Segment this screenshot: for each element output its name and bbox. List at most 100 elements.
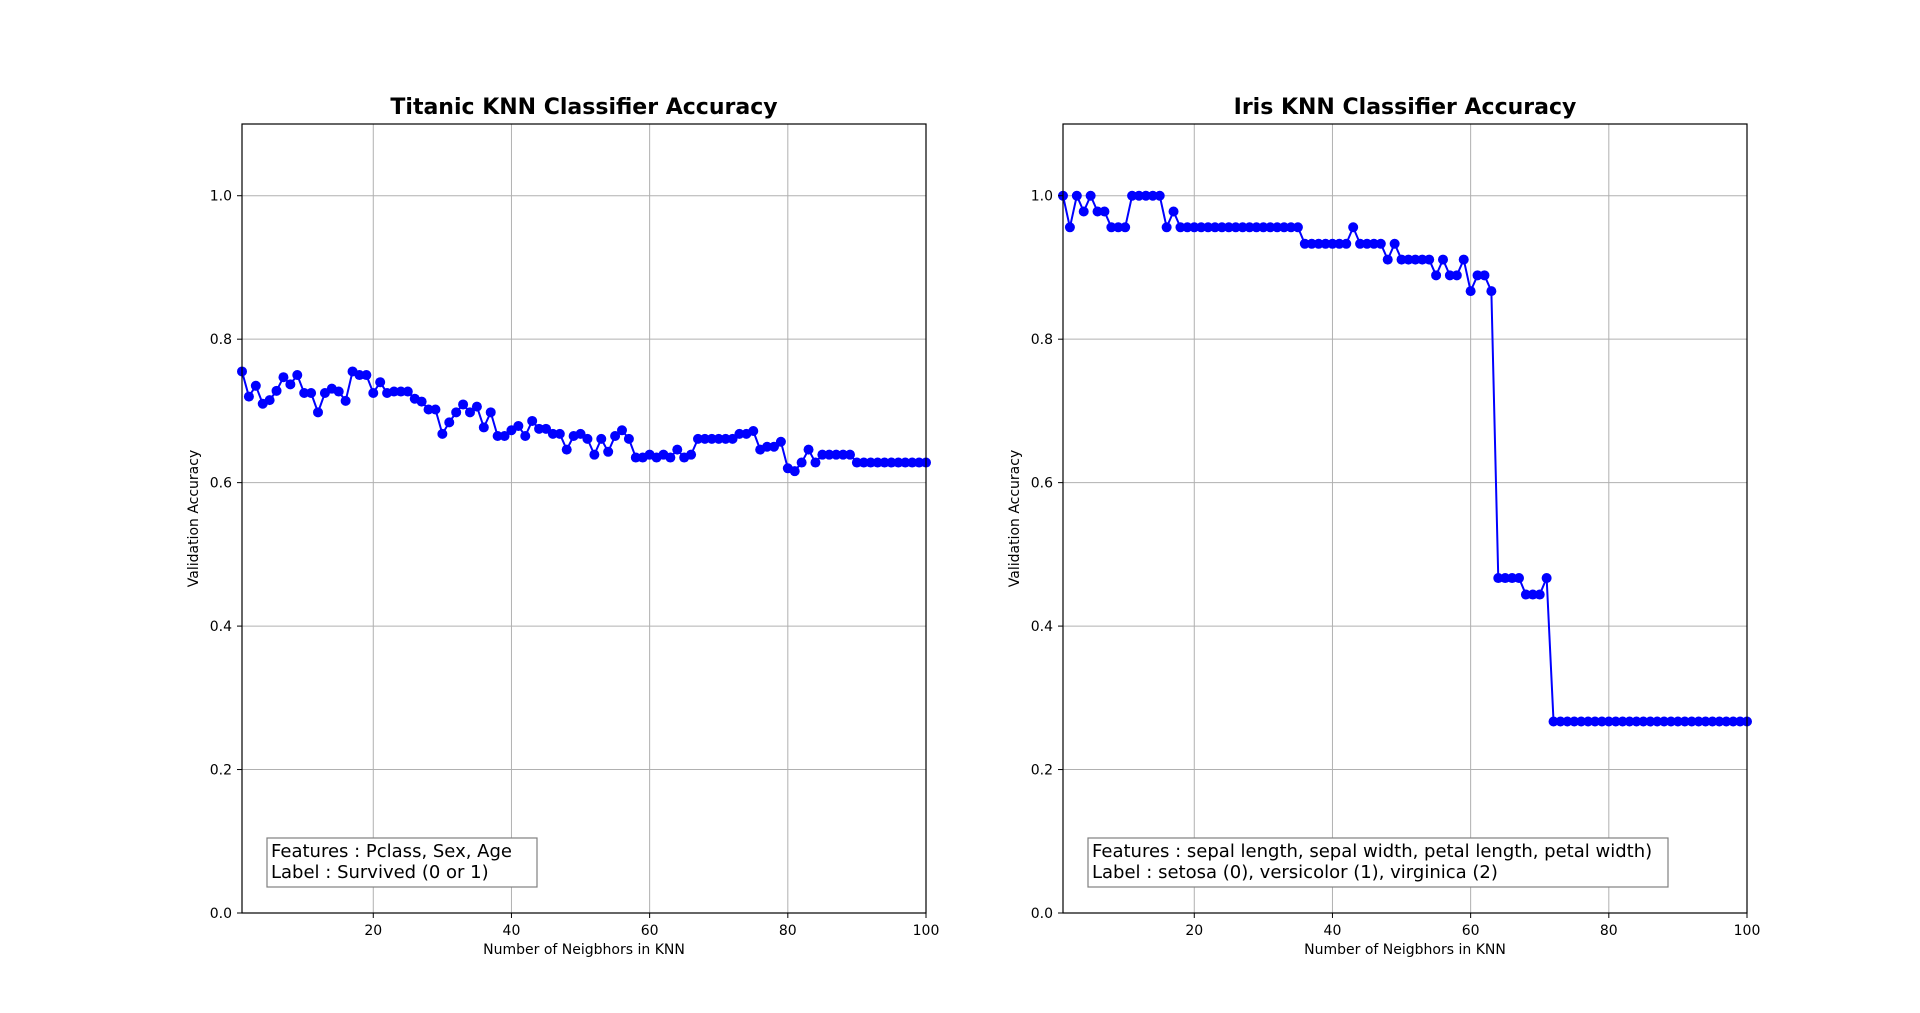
data-point (1444, 270, 1455, 281)
data-point (1631, 716, 1642, 727)
data-point (1265, 222, 1276, 233)
data-point (893, 457, 904, 468)
data-point (865, 457, 876, 468)
data-point (713, 433, 724, 444)
data-point (1210, 222, 1220, 233)
data-point (1382, 254, 1393, 265)
data-point (485, 407, 496, 418)
annotation-box (1087, 837, 1669, 888)
data-point (458, 399, 469, 410)
data-point (1147, 190, 1158, 201)
y-tick-label: 0.4 (210, 619, 232, 635)
data-point (672, 444, 683, 455)
data-point (1514, 573, 1524, 584)
axes-frame (1062, 123, 1748, 914)
x-axis-label: Number of Neigbhors in KNN (483, 942, 685, 958)
data-point (1355, 238, 1366, 249)
x-tick-label: 80 (1600, 923, 1618, 939)
data-point (1679, 716, 1690, 727)
data-point (534, 423, 545, 434)
data-point (596, 433, 607, 444)
x-tick-label: 60 (1462, 923, 1480, 939)
data-point (748, 425, 759, 436)
data-point (1161, 222, 1172, 233)
data-point (1479, 270, 1490, 281)
data-point (1120, 222, 1131, 233)
data-point (775, 436, 786, 447)
data-point (561, 444, 572, 455)
y-tick-label: 0.2 (1031, 763, 1053, 779)
data-point (1431, 270, 1442, 281)
data-point (1583, 716, 1594, 727)
data-point (907, 457, 918, 468)
data-point (1451, 270, 1462, 281)
data-point (541, 423, 551, 434)
data-point (1127, 190, 1138, 201)
data-point (838, 449, 849, 460)
annotation-line: Features : Pclass, Sex, Age (271, 841, 512, 862)
y-axis-label: Validation Accuracy (1007, 450, 1023, 588)
data-point (1182, 222, 1193, 233)
data-point (1362, 238, 1372, 249)
data-point (243, 391, 254, 402)
y-tick-label: 0.6 (210, 476, 232, 492)
data-point (872, 457, 883, 468)
data-point (1493, 573, 1504, 584)
data-point (333, 386, 344, 397)
data-point (437, 428, 448, 439)
x-tick-label: 20 (1185, 923, 1203, 939)
data-point (1700, 716, 1711, 727)
data-point (727, 433, 738, 444)
data-point (1244, 222, 1255, 233)
data-point (603, 446, 614, 457)
data-point (451, 407, 462, 418)
data-point (1279, 222, 1290, 233)
data-point (1196, 222, 1207, 233)
data-point (1486, 286, 1497, 297)
data-point (354, 370, 365, 381)
data-point (617, 425, 627, 436)
data-point (845, 449, 855, 460)
data-point (900, 457, 911, 468)
data-point (1548, 716, 1559, 727)
data-point (879, 457, 890, 468)
data-point (1458, 254, 1469, 265)
data-point (520, 431, 531, 442)
y-tick-label: 0.6 (1031, 476, 1053, 492)
data-point (250, 380, 261, 391)
data-point (1686, 716, 1697, 727)
data-point (1693, 716, 1704, 727)
data-point (1555, 716, 1566, 727)
data-point (1286, 222, 1296, 233)
data-point (1500, 573, 1511, 584)
chart-title: Titanic KNN Classifier Accuracy (390, 95, 777, 120)
y-axis-label: Validation Accuracy (186, 450, 202, 588)
data-point (527, 415, 538, 426)
data-point (1569, 716, 1580, 727)
data-point (803, 444, 814, 455)
data-point (831, 449, 842, 460)
data-point (1652, 716, 1663, 727)
data-point (285, 379, 296, 390)
y-tick-label: 0.2 (210, 763, 232, 779)
annotation-line: Features : sepal length, sepal width, pe… (1092, 841, 1652, 862)
data-point (914, 457, 925, 468)
data-point (1645, 716, 1656, 727)
data-point (1417, 254, 1428, 265)
data-point (1603, 716, 1614, 727)
data-point (810, 457, 821, 468)
data-point (789, 466, 800, 477)
data-point (1472, 270, 1483, 281)
data-point (1140, 190, 1151, 201)
data-point (1534, 589, 1545, 600)
annotation-box (266, 837, 538, 888)
plot-area (242, 124, 926, 913)
data-point (554, 428, 565, 439)
data-point (1189, 222, 1200, 233)
data-point (1672, 716, 1683, 727)
y-tick-label: 1.0 (210, 189, 232, 205)
data-point (416, 396, 427, 407)
data-point (340, 395, 351, 406)
data-point (1071, 190, 1082, 201)
data-point (361, 370, 372, 381)
